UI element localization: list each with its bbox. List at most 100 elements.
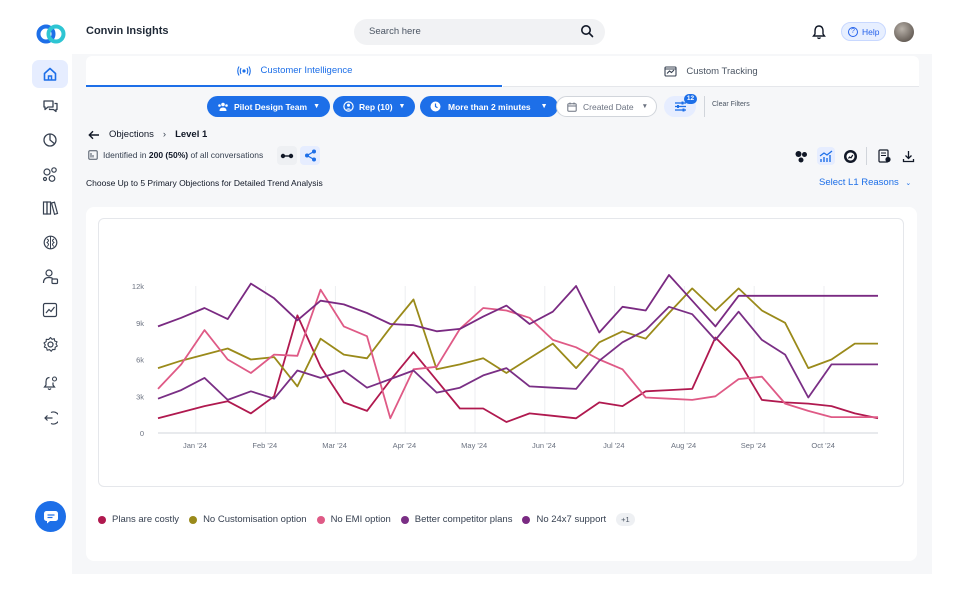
series-line — [157, 305, 878, 401]
series-line — [157, 287, 878, 388]
download-icon — [902, 150, 914, 162]
legend-label: No EMI option — [330, 514, 391, 525]
user-circle-icon — [343, 101, 354, 112]
search-icon[interactable] — [580, 24, 594, 38]
tab-label: Custom Tracking — [686, 65, 758, 77]
identified-summary: Identified in 200 (50%) of all conversat… — [88, 150, 263, 160]
sidebar-item-library[interactable] — [32, 194, 68, 222]
sidebar-item-ai[interactable] — [32, 228, 68, 256]
filter-count-badge: 12 — [684, 94, 697, 104]
search-bar[interactable]: Search here — [354, 19, 605, 45]
sidebar-item-nodes[interactable] — [32, 160, 68, 188]
message-icon — [43, 510, 58, 523]
select-l1-reasons-dropdown[interactable]: Select L1 Reasons ⌄ — [819, 177, 911, 188]
identified-prefix: Identified in — [103, 150, 147, 160]
sidebar — [26, 54, 72, 574]
gauge-icon — [843, 149, 857, 163]
x-tick-label: Apr '24 — [393, 441, 417, 450]
legend-label: Plans are costly — [112, 514, 180, 525]
broadcast-icon — [236, 65, 251, 76]
tabs: Customer Intelligence Custom Tracking — [86, 56, 919, 87]
document-icon — [88, 150, 98, 160]
legend-label: No 24x7 support — [536, 514, 607, 525]
bubble-view-button[interactable] — [792, 147, 810, 165]
report-button[interactable] — [875, 147, 893, 165]
chart-legend: Plans are costly No Customisation option N… — [98, 513, 635, 526]
trend-view-button[interactable] — [817, 147, 835, 165]
tab-custom-tracking[interactable]: Custom Tracking — [503, 56, 919, 87]
x-tick-label: Sep '24 — [741, 441, 766, 450]
avatar[interactable] — [894, 22, 914, 42]
legend-item[interactable]: Plans are costly — [98, 514, 179, 525]
duration-filter[interactable]: More than 2 minutes ▼ — [420, 96, 558, 117]
date-filter[interactable]: Created Date ▼ — [556, 96, 657, 117]
bell-icon[interactable] — [812, 24, 826, 40]
y-tick-label: 6k — [136, 356, 144, 365]
legend-dot — [189, 515, 198, 524]
choose-instruction: Choose Up to 5 Primary Objections for De… — [86, 178, 323, 188]
line-chart-icon — [819, 149, 833, 162]
sidebar-item-users[interactable] — [32, 262, 68, 290]
sidebar-item-reports[interactable] — [32, 296, 68, 324]
link-icon — [280, 153, 294, 158]
brain-icon — [43, 235, 57, 249]
help-button[interactable]: ? Help — [841, 22, 886, 41]
sliders-icon — [674, 101, 686, 112]
link-view-toggle[interactable] — [277, 146, 297, 165]
nodes-icon — [42, 166, 57, 182]
clock-icon — [430, 101, 441, 112]
legend-more-badge[interactable]: +1 — [616, 513, 635, 526]
series-line — [157, 314, 879, 423]
sidebar-item-analytics[interactable] — [32, 126, 68, 154]
divider — [704, 96, 705, 117]
download-button[interactable] — [899, 147, 917, 165]
tracking-icon — [664, 65, 677, 77]
home-icon — [43, 67, 57, 81]
help-label: Help — [862, 27, 880, 37]
tab-customer-intelligence[interactable]: Customer Intelligence — [86, 56, 502, 87]
trend-line-chart: 0 3k 6k 9k 12k Jan '24 Feb '24 Mar '24 Apr '24 Ma… — [132, 274, 879, 450]
team-filter[interactable]: Pilot Design Team ▼ — [207, 96, 330, 117]
duration-filter-label: More than 2 minutes — [448, 101, 531, 112]
back-arrow-icon[interactable] — [88, 130, 100, 140]
legend-item[interactable]: No Customisation option — [189, 514, 307, 525]
y-tick-label: 9k — [136, 319, 144, 328]
x-tick-label: Jul '24 — [603, 441, 624, 450]
divider — [866, 147, 867, 165]
legend-item[interactable]: No EMI option — [316, 514, 391, 525]
logout-icon — [44, 411, 58, 425]
select-reasons-label: Select L1 Reasons — [819, 177, 899, 188]
breadcrumb: Objections › Level 1 — [88, 129, 207, 140]
legend-dot — [98, 515, 106, 524]
breadcrumb-current: Level 1 — [175, 129, 208, 140]
legend-dot — [316, 515, 325, 524]
x-tick-label: Mar '24 — [322, 441, 347, 450]
sidebar-item-logout[interactable] — [32, 404, 68, 432]
identified-count: 200 (50%) — [148, 150, 189, 160]
sidebar-item-notifications[interactable] — [32, 369, 68, 397]
chat-support-button[interactable] — [35, 501, 66, 532]
search-placeholder: Search here — [369, 26, 421, 37]
sidebar-item-home[interactable] — [32, 60, 68, 88]
rep-filter[interactable]: Rep (10) ▼ — [333, 96, 416, 117]
user-settings-icon — [42, 268, 58, 284]
legend-dot — [400, 515, 409, 524]
series-line — [157, 274, 878, 334]
convin-logo — [36, 24, 66, 44]
date-filter-label: Created Date — [583, 101, 634, 112]
legend-label: Better competitor plans — [414, 514, 513, 525]
legend-item[interactable]: Better competitor plans — [400, 514, 513, 525]
legend-item[interactable]: No 24x7 support — [522, 514, 606, 525]
share-nodes-icon — [304, 149, 316, 162]
sidebar-item-settings[interactable] — [32, 330, 68, 358]
network-view-toggle[interactable] — [300, 146, 320, 165]
sidebar-item-conversations[interactable] — [32, 92, 68, 120]
y-tick-label: 0 — [140, 429, 144, 438]
y-tick-label: 3k — [136, 392, 144, 401]
x-tick-label: Feb '24 — [252, 441, 277, 450]
calendar-icon — [567, 102, 577, 112]
clear-filters-link[interactable]: Clear Filters — [712, 101, 750, 108]
rep-filter-label: Rep (10) — [359, 101, 393, 112]
gauge-view-button[interactable] — [841, 147, 859, 165]
breadcrumb-parent[interactable]: Objections — [109, 129, 154, 140]
